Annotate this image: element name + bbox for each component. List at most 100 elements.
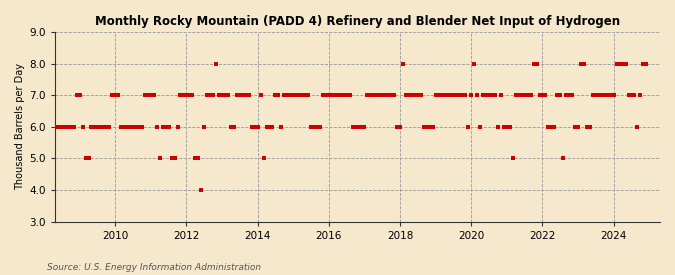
Point: [178, 93, 189, 97]
Point: [466, 93, 477, 97]
Point: [591, 93, 601, 97]
Point: [68, 125, 79, 129]
Point: [514, 93, 524, 97]
Point: [53, 125, 64, 129]
Point: [567, 93, 578, 97]
Point: [599, 93, 610, 97]
Point: [229, 125, 240, 129]
Point: [116, 125, 127, 129]
Point: [519, 93, 530, 97]
Point: [472, 93, 483, 97]
Point: [163, 125, 174, 129]
Point: [140, 93, 151, 97]
Point: [347, 125, 358, 129]
Point: [605, 93, 616, 97]
Point: [469, 61, 480, 66]
Point: [196, 188, 207, 192]
Point: [421, 125, 432, 129]
Point: [155, 156, 165, 161]
Point: [638, 61, 649, 66]
Point: [484, 93, 495, 97]
Point: [306, 125, 317, 129]
Point: [321, 93, 331, 97]
Point: [368, 93, 379, 97]
Point: [578, 61, 589, 66]
Point: [193, 156, 204, 161]
Point: [327, 93, 338, 97]
Point: [499, 125, 510, 129]
Point: [540, 93, 551, 97]
Point: [157, 125, 168, 129]
Point: [463, 125, 474, 129]
Point: [585, 125, 595, 129]
Point: [572, 125, 583, 129]
Point: [454, 93, 465, 97]
Point: [632, 125, 643, 129]
Point: [142, 93, 153, 97]
Point: [128, 125, 138, 129]
Point: [77, 125, 88, 129]
Point: [389, 93, 400, 97]
Point: [404, 93, 414, 97]
Point: [626, 93, 637, 97]
Point: [172, 125, 183, 129]
Point: [529, 61, 539, 66]
Point: [270, 93, 281, 97]
Point: [558, 156, 568, 161]
Point: [285, 93, 296, 97]
Point: [104, 125, 115, 129]
Point: [259, 156, 269, 161]
Point: [136, 125, 147, 129]
Point: [308, 125, 319, 129]
Point: [317, 93, 328, 97]
Point: [493, 125, 504, 129]
Point: [623, 93, 634, 97]
Point: [510, 93, 521, 97]
Point: [398, 61, 408, 66]
Point: [83, 156, 94, 161]
Point: [95, 125, 106, 129]
Point: [335, 93, 346, 97]
Point: [570, 125, 580, 129]
Point: [460, 93, 470, 97]
Point: [261, 125, 272, 129]
Title: Monthly Rocky Mountain (PADD 4) Refinery and Blender Net Input of Hydrogen: Monthly Rocky Mountain (PADD 4) Refinery…: [95, 15, 620, 28]
Point: [101, 125, 112, 129]
Point: [80, 156, 91, 161]
Point: [232, 93, 242, 97]
Point: [537, 93, 548, 97]
Point: [620, 61, 631, 66]
Point: [525, 93, 536, 97]
Point: [119, 125, 130, 129]
Point: [448, 93, 459, 97]
Point: [555, 93, 566, 97]
Point: [175, 93, 186, 97]
Point: [72, 93, 82, 97]
Point: [238, 93, 248, 97]
Point: [208, 93, 219, 97]
Point: [487, 93, 497, 97]
Point: [418, 125, 429, 129]
Point: [148, 93, 159, 97]
Point: [641, 61, 652, 66]
Point: [377, 93, 387, 97]
Point: [300, 93, 310, 97]
Point: [151, 125, 162, 129]
Point: [338, 93, 349, 97]
Point: [359, 125, 370, 129]
Point: [74, 93, 85, 97]
Point: [223, 93, 234, 97]
Point: [395, 125, 406, 129]
Point: [543, 125, 554, 129]
Point: [531, 61, 542, 66]
Point: [62, 125, 73, 129]
Point: [249, 125, 260, 129]
Point: [489, 93, 500, 97]
Point: [92, 125, 103, 129]
Point: [451, 93, 462, 97]
Point: [412, 93, 423, 97]
Y-axis label: Thousand Barrels per Day: Thousand Barrels per Day: [15, 63, 25, 190]
Point: [282, 93, 293, 97]
Point: [342, 93, 352, 97]
Point: [597, 93, 608, 97]
